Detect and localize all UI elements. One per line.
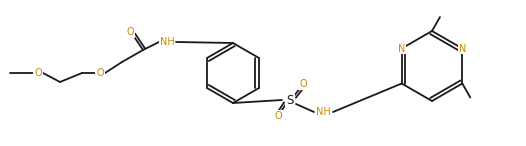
Text: NH: NH bbox=[316, 107, 330, 117]
Text: O: O bbox=[299, 79, 307, 89]
Text: O: O bbox=[96, 68, 104, 78]
Text: N: N bbox=[459, 44, 466, 53]
Text: O: O bbox=[126, 27, 134, 37]
Text: O: O bbox=[34, 68, 42, 78]
Text: NH: NH bbox=[159, 37, 175, 47]
Text: O: O bbox=[274, 111, 282, 121]
Text: N: N bbox=[398, 44, 406, 53]
Text: S: S bbox=[286, 93, 294, 106]
